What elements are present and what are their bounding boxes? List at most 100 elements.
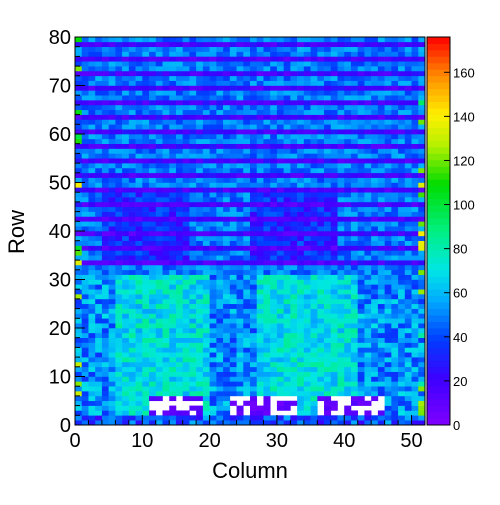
heatmap-cell (169, 328, 177, 334)
heatmap-cell (263, 347, 271, 353)
heatmap-cell (344, 124, 352, 130)
heatmap-cell (371, 352, 379, 358)
heatmap-cell (290, 318, 298, 324)
heatmap-cell (122, 75, 130, 81)
heatmap-cell (189, 100, 197, 106)
heatmap-cell (122, 308, 130, 314)
heatmap-cell (283, 95, 291, 101)
heatmap-cell (223, 245, 231, 251)
heatmap-cell (297, 41, 305, 47)
heatmap-cell (209, 255, 217, 261)
heatmap-cell (122, 269, 130, 275)
heatmap-cell (196, 395, 204, 402)
heatmap-cell (310, 303, 318, 309)
heatmap-cell (357, 187, 365, 193)
heatmap-cell (95, 371, 103, 377)
heatmap-cell (189, 129, 197, 135)
heatmap-cell (128, 274, 136, 280)
heatmap-cell (189, 391, 197, 397)
heatmap-cell (169, 405, 177, 411)
heatmap-cell (162, 279, 170, 285)
heatmap-cell (162, 260, 170, 266)
heatmap-cell (404, 75, 412, 81)
heatmap-cell (337, 264, 345, 271)
heatmap-cell (371, 303, 379, 309)
heatmap-cell (95, 119, 103, 125)
heatmap-cell (88, 264, 96, 271)
heatmap-cell (202, 95, 210, 101)
heatmap-cell (122, 284, 130, 290)
heatmap-cell (95, 391, 103, 397)
heatmap-cell (243, 201, 251, 208)
heatmap-cell (229, 352, 237, 358)
heatmap-cell (223, 85, 231, 91)
heatmap-cell (398, 386, 406, 392)
heatmap-cell (81, 255, 89, 261)
heatmap-cell (229, 56, 237, 62)
heatmap-cell (155, 245, 163, 251)
heatmap-cell (310, 90, 318, 96)
heatmap-cell (250, 371, 258, 377)
heatmap-cell (371, 80, 379, 86)
heatmap-cell (377, 361, 385, 368)
heatmap-cell (175, 337, 183, 343)
heatmap-cell (324, 381, 332, 387)
heatmap-cell (75, 395, 83, 402)
heatmap-cell (317, 216, 325, 222)
heatmap-cell (276, 197, 284, 203)
heatmap-cell (223, 269, 231, 275)
heatmap-cell (337, 313, 345, 319)
heatmap-cell (384, 332, 392, 338)
heatmap-cell (142, 298, 150, 305)
heatmap-cell (404, 231, 412, 237)
heatmap-cell (81, 289, 89, 295)
heatmap-cell (75, 114, 83, 120)
heatmap-cell (196, 226, 204, 232)
heatmap-cell (135, 235, 143, 241)
heatmap-cell (122, 158, 130, 164)
heatmap-cell (149, 420, 157, 426)
heatmap-cell (404, 138, 412, 144)
heatmap-cell (350, 235, 358, 241)
heatmap-cell (310, 235, 318, 241)
heatmap-cell (223, 51, 231, 57)
heatmap-cell (149, 298, 157, 305)
heatmap-cell (337, 289, 345, 295)
heatmap-cell (310, 332, 318, 338)
heatmap-cell (223, 221, 231, 227)
heatmap-cell (243, 231, 251, 237)
colorbar-segment (427, 153, 450, 161)
heatmap-cell (169, 138, 177, 144)
heatmap-cell (142, 376, 150, 382)
heatmap-cell (384, 177, 392, 183)
heatmap-cell (169, 90, 177, 96)
heatmap-cell (391, 245, 399, 251)
heatmap-cell (263, 391, 271, 397)
heatmap-cell (297, 347, 305, 353)
heatmap-cell (236, 318, 244, 324)
heatmap-cell (310, 37, 318, 43)
heatmap-cell (95, 109, 103, 115)
heatmap-cell (108, 226, 116, 232)
heatmap-cell (330, 46, 338, 52)
heatmap-cell (330, 420, 338, 426)
heatmap-cell (196, 221, 204, 227)
heatmap-cell (391, 376, 399, 382)
heatmap-cell (108, 129, 116, 135)
heatmap-cell (337, 245, 345, 251)
heatmap-cell (236, 328, 244, 334)
heatmap-cell (216, 255, 224, 261)
heatmap-cell (324, 119, 332, 125)
heatmap-cell (350, 264, 358, 271)
heatmap-cell (169, 114, 177, 120)
heatmap-cell (88, 75, 96, 81)
heatmap-cell (108, 308, 116, 314)
heatmap-cell (115, 46, 123, 52)
heatmap-cell (250, 235, 258, 241)
heatmap-cell (101, 332, 109, 338)
heatmap-cell (243, 148, 251, 154)
heatmap-cell (371, 279, 379, 285)
heatmap-cell (330, 216, 338, 222)
heatmap-cell (276, 109, 284, 115)
heatmap-cell (384, 216, 392, 222)
